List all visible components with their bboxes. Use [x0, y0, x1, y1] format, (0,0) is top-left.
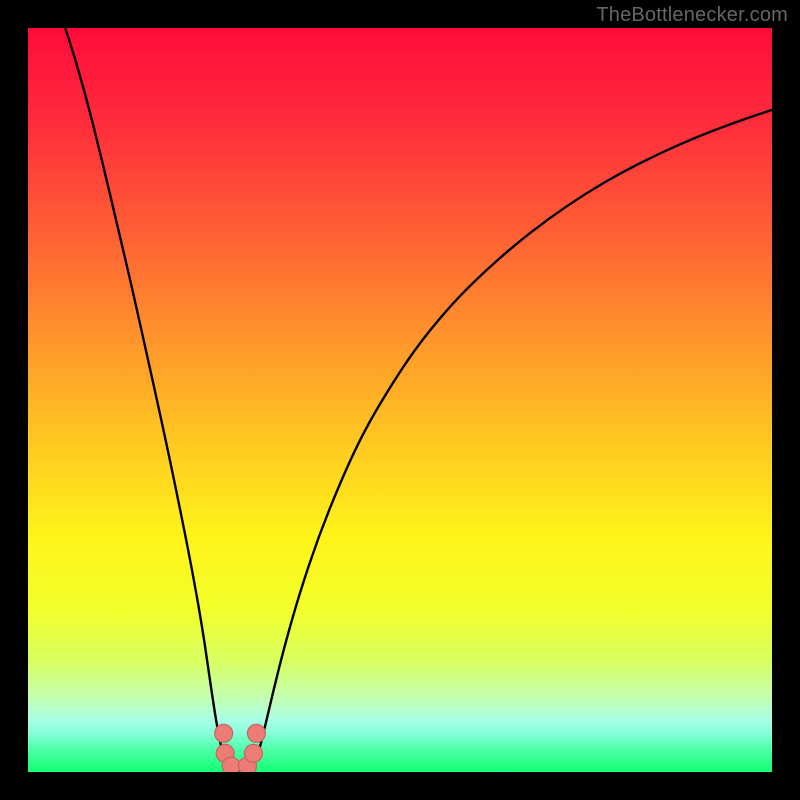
marker-dot	[247, 724, 265, 742]
bottleneck-curve	[28, 28, 772, 772]
marker-dot	[244, 744, 262, 762]
marker-dot	[222, 757, 240, 772]
curve-path	[65, 28, 772, 771]
watermark-text: TheBottlenecker.com	[596, 4, 788, 27]
marker-group	[215, 724, 266, 772]
marker-dot	[215, 724, 233, 742]
plot-area	[28, 28, 772, 772]
